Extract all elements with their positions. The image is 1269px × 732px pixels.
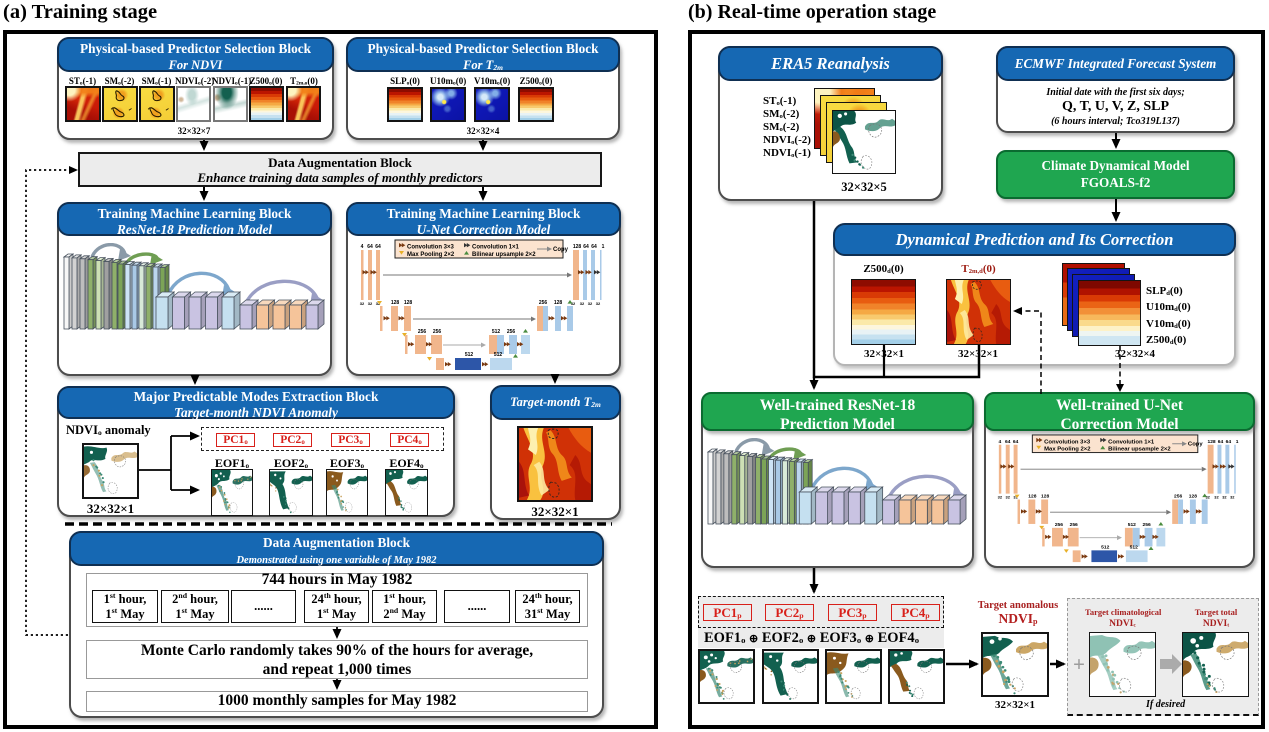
svg-text:256: 256 xyxy=(418,329,427,335)
svg-text:32: 32 xyxy=(1013,495,1018,500)
svg-text:128: 128 xyxy=(391,300,400,306)
svg-text:1: 1 xyxy=(602,244,605,250)
svg-text:Convolution 1×1: Convolution 1×1 xyxy=(1108,439,1155,445)
svg-text:512: 512 xyxy=(1128,522,1136,528)
svg-text:128: 128 xyxy=(1028,494,1036,500)
svg-text:512: 512 xyxy=(494,352,503,358)
svg-text:256: 256 xyxy=(1055,522,1063,528)
svg-text:Copy: Copy xyxy=(553,247,569,253)
svg-text:128: 128 xyxy=(1189,494,1197,500)
svg-text:32: 32 xyxy=(368,301,373,306)
svg-text:Max Pooling 2×2: Max Pooling 2×2 xyxy=(1044,447,1091,453)
svg-text:32: 32 xyxy=(1205,495,1210,500)
svg-text:32: 32 xyxy=(1006,495,1011,500)
svg-text:Convolution 3×3: Convolution 3×3 xyxy=(407,245,455,251)
svg-text:256: 256 xyxy=(507,329,516,335)
svg-text:Copy: Copy xyxy=(1188,442,1203,448)
svg-text:1: 1 xyxy=(1236,439,1239,445)
svg-text:256: 256 xyxy=(433,329,442,335)
svg-text:64: 64 xyxy=(591,244,597,250)
svg-text:Bilinear upsample 2×2: Bilinear upsample 2×2 xyxy=(1108,447,1171,453)
svg-text:32: 32 xyxy=(376,301,381,306)
svg-text:256: 256 xyxy=(539,300,548,306)
svg-text:128: 128 xyxy=(573,244,582,250)
svg-text:512: 512 xyxy=(1130,544,1138,550)
svg-text:32: 32 xyxy=(1222,495,1227,500)
svg-text:64: 64 xyxy=(583,244,589,250)
svg-text:Convolution 1×1: Convolution 1×1 xyxy=(472,245,520,251)
svg-text:32: 32 xyxy=(571,301,576,306)
svg-text:64: 64 xyxy=(1013,439,1019,445)
svg-text:512: 512 xyxy=(465,352,474,358)
svg-text:512: 512 xyxy=(1101,544,1109,550)
svg-text:32: 32 xyxy=(1214,495,1219,500)
svg-text:128: 128 xyxy=(1041,494,1049,500)
svg-text:64: 64 xyxy=(1226,439,1232,445)
svg-text:64: 64 xyxy=(367,244,373,250)
svg-text:Convolution 3×3: Convolution 3×3 xyxy=(1044,439,1091,445)
svg-text:256: 256 xyxy=(1142,522,1150,528)
svg-text:64: 64 xyxy=(1218,439,1224,445)
svg-text:4: 4 xyxy=(361,244,364,250)
svg-text:32: 32 xyxy=(1230,495,1235,500)
svg-text:32: 32 xyxy=(360,301,365,306)
svg-text:Max Pooling 2×2: Max Pooling 2×2 xyxy=(407,252,455,258)
svg-text:32: 32 xyxy=(596,301,601,306)
svg-text:64: 64 xyxy=(375,244,381,250)
svg-text:32: 32 xyxy=(580,301,585,306)
svg-text:64: 64 xyxy=(1005,439,1011,445)
svg-text:32: 32 xyxy=(588,301,593,306)
svg-text:4: 4 xyxy=(998,439,1001,445)
svg-text:32: 32 xyxy=(998,495,1003,500)
svg-text:128: 128 xyxy=(1207,439,1215,445)
svg-text:256: 256 xyxy=(1174,494,1182,500)
svg-text:128: 128 xyxy=(554,300,563,306)
svg-text:Bilinear upsample 2×2: Bilinear upsample 2×2 xyxy=(472,252,536,258)
svg-text:512: 512 xyxy=(492,329,501,335)
svg-text:256: 256 xyxy=(1070,522,1078,528)
svg-text:128: 128 xyxy=(404,300,413,306)
